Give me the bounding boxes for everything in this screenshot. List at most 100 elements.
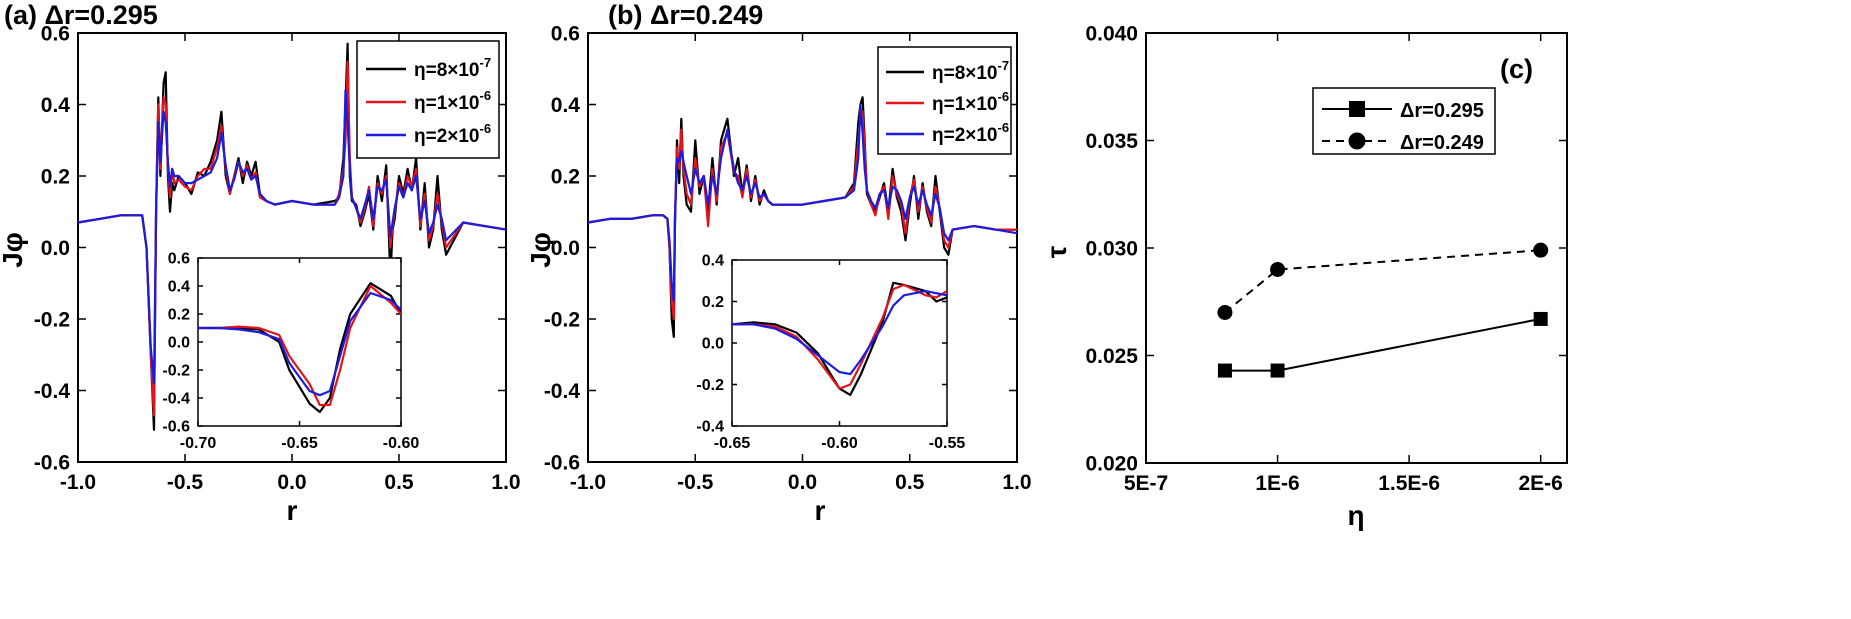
x-tick-label: -0.60 (383, 435, 420, 452)
panel-c-ylabel: τ (1041, 245, 1072, 258)
y-tick-label: -0.2 (34, 308, 70, 331)
legend-marker-square (1349, 101, 1365, 117)
y-tick-label: 0.4 (41, 94, 71, 117)
y-tick-label: 0.4 (168, 279, 190, 296)
x-tick-label: 1E-6 (1255, 472, 1299, 495)
y-tick-label: -0.2 (162, 363, 190, 380)
legend-marker-circle (1348, 132, 1366, 150)
series-line (732, 290, 947, 376)
panel-c-legend-box (1312, 87, 1496, 155)
y-tick-label: 0.6 (41, 22, 70, 45)
series-line (198, 284, 401, 407)
legend-label: η=2×10-6 (414, 121, 491, 147)
x-tick-label: -0.70 (180, 435, 217, 452)
x-tick-label: -0.5 (167, 471, 204, 494)
y-tick-label: 0.6 (551, 22, 580, 45)
x-tick-label: 1.0 (1002, 471, 1031, 494)
y-tick-label: 0.0 (551, 237, 580, 260)
x-tick-label: 1.0 (491, 471, 520, 494)
panel-a-xlabel: r (287, 495, 298, 526)
panel-c-title: (c) (1500, 54, 1533, 84)
data-point-circle (1217, 305, 1233, 320)
series-line (1224, 249, 1541, 314)
panel-b: -1.0 -0.5 0.0 0.5 1.0 -0.6 -0.4 -0.2 0.0 0.2 0.4 0.… (525, 22, 1032, 526)
panel-b-lines (587, 96, 1018, 338)
panel-a-inset-frame (197, 257, 402, 427)
panel-a-lines (77, 42, 507, 431)
y-tick-label: -0.4 (696, 419, 724, 436)
legend-label: η=8×10-7 (932, 58, 1009, 84)
y-tick-label: -0.6 (544, 451, 580, 474)
y-tick-label: 0.2 (41, 165, 70, 188)
series-line (198, 282, 401, 414)
legend-label: η=8×10-7 (414, 55, 491, 81)
panel-c: 5E-7 1E-6 1.5E-6 2E-6 0.020 0.025 0.030 0.035 0.… (1041, 22, 1568, 531)
panel-a-inset: -0.70 -0.65 -0.60 -0.6 -0.4 -0.2 0.0 0.2 0.4 0.6 (162, 251, 419, 452)
legend-label: Δr=0.249 (1400, 132, 1484, 154)
y-tick-label: -0.4 (162, 391, 190, 408)
x-tick-label: 0.0 (788, 471, 817, 494)
y-tick-label: 0.4 (551, 94, 581, 117)
panel-a-title: (a) Δr=0.295 (4, 0, 158, 30)
data-point-circle (1270, 262, 1286, 277)
y-tick-label: 0.035 (1085, 130, 1138, 153)
panel-b-inset-frame (731, 259, 948, 427)
panel-a-legend: η=8×10-7 η=1×10-6 η=2×10-6 (356, 40, 500, 159)
panel-a-legend-box (356, 40, 500, 159)
data-point-square (1533, 311, 1548, 326)
panel-b-xlabel: r (815, 495, 826, 526)
y-tick-label: 0.2 (702, 294, 724, 311)
legend-label: η=1×10-6 (932, 89, 1009, 115)
data-point-circle (1533, 242, 1549, 258)
x-tick-label: -0.65 (281, 435, 318, 452)
panel-b-inset: -0.65 -0.60 -0.55 -0.4 -0.2 0.0 0.2 0.4 (696, 253, 965, 452)
y-tick-label: -0.4 (544, 380, 581, 403)
x-tick-label: -1.0 (570, 471, 606, 494)
panel-a-ylabel: Jφ (0, 232, 28, 268)
y-tick-label: 0.0 (168, 335, 190, 352)
x-tick-label: 5E-7 (1124, 472, 1168, 495)
y-tick-label: 0.0 (41, 237, 70, 260)
y-tick-label: 0.025 (1085, 345, 1138, 368)
panel-c-xlabel: η (1347, 500, 1364, 531)
panel-c-legend: Δr=0.295 Δr=0.249 (1312, 87, 1496, 155)
series-line (198, 291, 401, 397)
panel-b-legend-box (877, 46, 1012, 155)
panel-b-title: (b) Δr=0.249 (608, 0, 763, 30)
y-tick-label: 0.2 (168, 307, 190, 324)
x-tick-label: 0.5 (895, 471, 925, 494)
legend-label: η=2×10-6 (932, 120, 1009, 146)
y-tick-label: -0.4 (34, 380, 71, 403)
panel-c-ticks: 5E-7 1E-6 1.5E-6 2E-6 0.020 0.025 0.030 0.035 0.… (1085, 22, 1567, 495)
panel-b-ylabel: Jφ (525, 232, 556, 268)
data-point-square (1270, 363, 1285, 378)
x-tick-label: -0.5 (677, 471, 714, 494)
series-line (732, 281, 947, 396)
y-tick-label: 0.020 (1085, 452, 1138, 475)
x-tick-label: -1.0 (60, 471, 96, 494)
series-line (77, 89, 507, 385)
x-tick-label: 1.5E-6 (1378, 472, 1440, 495)
y-tick-label: 0.4 (702, 253, 724, 270)
y-tick-label: 0.2 (551, 165, 580, 188)
y-tick-label: -0.2 (544, 308, 580, 331)
panel-c-lines (1217, 242, 1549, 378)
legend-label: η=1×10-6 (414, 88, 491, 114)
x-tick-label: -0.55 (929, 435, 966, 452)
y-tick-label: 0.6 (168, 251, 190, 268)
y-tick-label: 0.0 (702, 336, 724, 353)
series-line (732, 283, 947, 390)
series-line (1224, 317, 1541, 372)
data-point-square (1217, 363, 1232, 378)
panel-a-ticks: -1.0 -0.5 0.0 0.5 1.0 -0.6 -0.4 -0.2 0.0 0.2 0.4 0.… (34, 22, 521, 494)
panel-b-legend: η=8×10-7 η=1×10-6 η=2×10-6 (877, 46, 1012, 155)
y-tick-label: -0.2 (696, 377, 724, 394)
panel-b-ticks: -1.0 -0.5 0.0 0.5 1.0 -0.6 -0.4 -0.2 0.0 0.2 0.4 0.… (544, 22, 1032, 494)
y-tick-label: 0.030 (1085, 237, 1138, 260)
series-line (587, 103, 1018, 303)
x-tick-label: 0.5 (384, 471, 414, 494)
y-tick-label: -0.6 (34, 451, 70, 474)
x-tick-label: 2E-6 (1519, 472, 1563, 495)
x-tick-label: -0.60 (821, 435, 858, 452)
